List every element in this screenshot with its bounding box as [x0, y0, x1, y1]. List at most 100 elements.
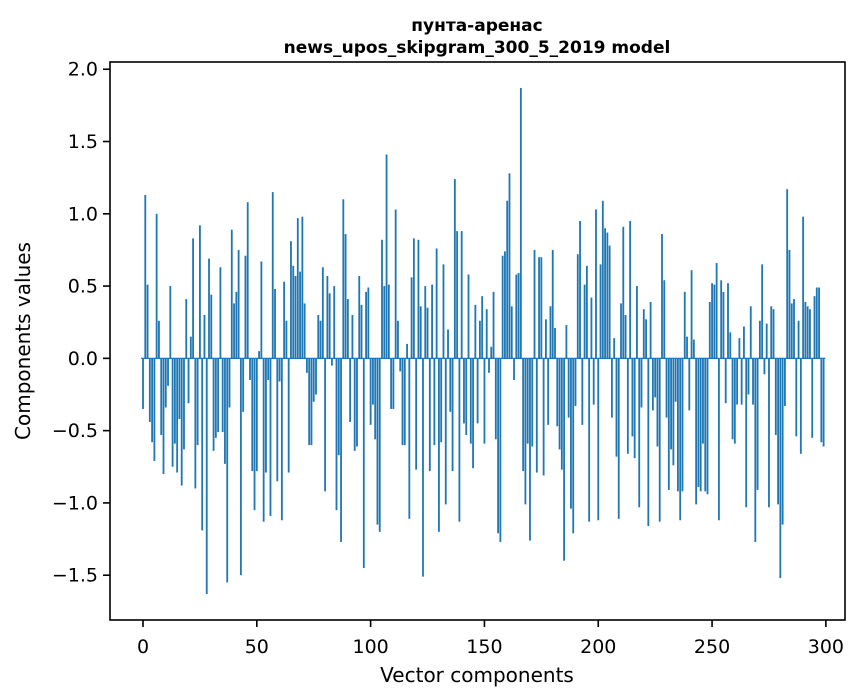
bar [144, 194, 147, 359]
bar [301, 216, 304, 359]
bar [274, 288, 276, 359]
bar [674, 358, 677, 402]
bar [333, 286, 336, 359]
bar [565, 325, 568, 359]
bar [617, 358, 620, 519]
bar [344, 234, 347, 359]
bar [392, 358, 395, 409]
bar [242, 358, 245, 412]
bar [740, 358, 743, 405]
bar [433, 358, 436, 446]
bar [312, 358, 315, 402]
bar [244, 255, 247, 359]
bar [533, 249, 536, 359]
bar [148, 358, 151, 422]
bar [788, 249, 791, 359]
bar [544, 319, 547, 359]
bar [595, 209, 597, 359]
bar [485, 309, 488, 359]
chart-title-line1: пунта-аренас [411, 16, 542, 36]
bar [615, 358, 618, 457]
bar [549, 306, 552, 359]
bar [554, 327, 556, 359]
bar [237, 249, 240, 359]
bar [472, 358, 474, 469]
bar [214, 358, 217, 438]
bar [319, 320, 322, 359]
bar [194, 358, 197, 489]
bar [488, 358, 490, 373]
bar [599, 264, 602, 359]
bar [727, 283, 729, 359]
bar [208, 258, 210, 359]
bar [435, 248, 438, 359]
bar [570, 358, 572, 509]
bar [210, 294, 213, 359]
bar [604, 228, 606, 359]
bar [162, 358, 165, 474]
bar [449, 358, 452, 412]
bar [631, 358, 634, 437]
bar [335, 358, 338, 511]
bar [460, 231, 463, 359]
bar [811, 358, 814, 438]
bar [267, 358, 270, 381]
y-tick-label: −1.5 [52, 565, 98, 587]
x-tick-label: 250 [694, 636, 730, 658]
bar [180, 358, 183, 486]
bar [690, 270, 693, 359]
bar [212, 358, 215, 451]
bar [203, 314, 206, 359]
bar [663, 280, 666, 359]
bar [501, 255, 504, 359]
bar [797, 320, 800, 359]
chart-title-line2: news_upos_skipgram_300_5_2019 model [284, 38, 671, 58]
bar [629, 221, 632, 359]
bar [765, 323, 768, 359]
bar [708, 301, 711, 359]
bars-group [141, 88, 826, 594]
bar [777, 358, 779, 505]
bar [276, 358, 279, 482]
bar [233, 303, 235, 359]
bar [585, 265, 588, 359]
bar [258, 351, 260, 359]
bar [711, 283, 713, 359]
y-tick-label: 1.5 [68, 131, 98, 153]
bar [419, 306, 422, 359]
bar [601, 200, 604, 359]
bar [531, 358, 534, 447]
bar [372, 358, 374, 405]
bar [768, 358, 770, 508]
bar [574, 358, 577, 407]
bar [681, 358, 684, 492]
bar [772, 309, 775, 359]
bar [299, 271, 301, 359]
bar [758, 320, 761, 359]
bar [597, 358, 600, 521]
bar [280, 358, 283, 521]
bar [731, 358, 734, 440]
bar [679, 358, 682, 521]
bar [820, 358, 823, 443]
bar [374, 358, 377, 440]
bar [185, 299, 188, 359]
bar [239, 358, 242, 576]
bar [504, 251, 506, 359]
bar [183, 358, 185, 450]
bar [538, 257, 540, 359]
bar [292, 265, 295, 359]
ticks-group: 2.0 1.5 1.0 0.5 0.0 −0.5 −1.0 −1.5 0 50 100 150 200 2… [52, 59, 844, 658]
bar [308, 358, 311, 446]
bar [199, 225, 201, 359]
bar [428, 358, 431, 472]
bar [469, 358, 472, 444]
bar [251, 358, 254, 472]
bar [608, 245, 611, 359]
bar [249, 358, 251, 381]
bar [688, 358, 691, 411]
bar [695, 358, 698, 505]
bar [142, 358, 144, 409]
bar [451, 358, 454, 472]
bar [704, 358, 707, 492]
